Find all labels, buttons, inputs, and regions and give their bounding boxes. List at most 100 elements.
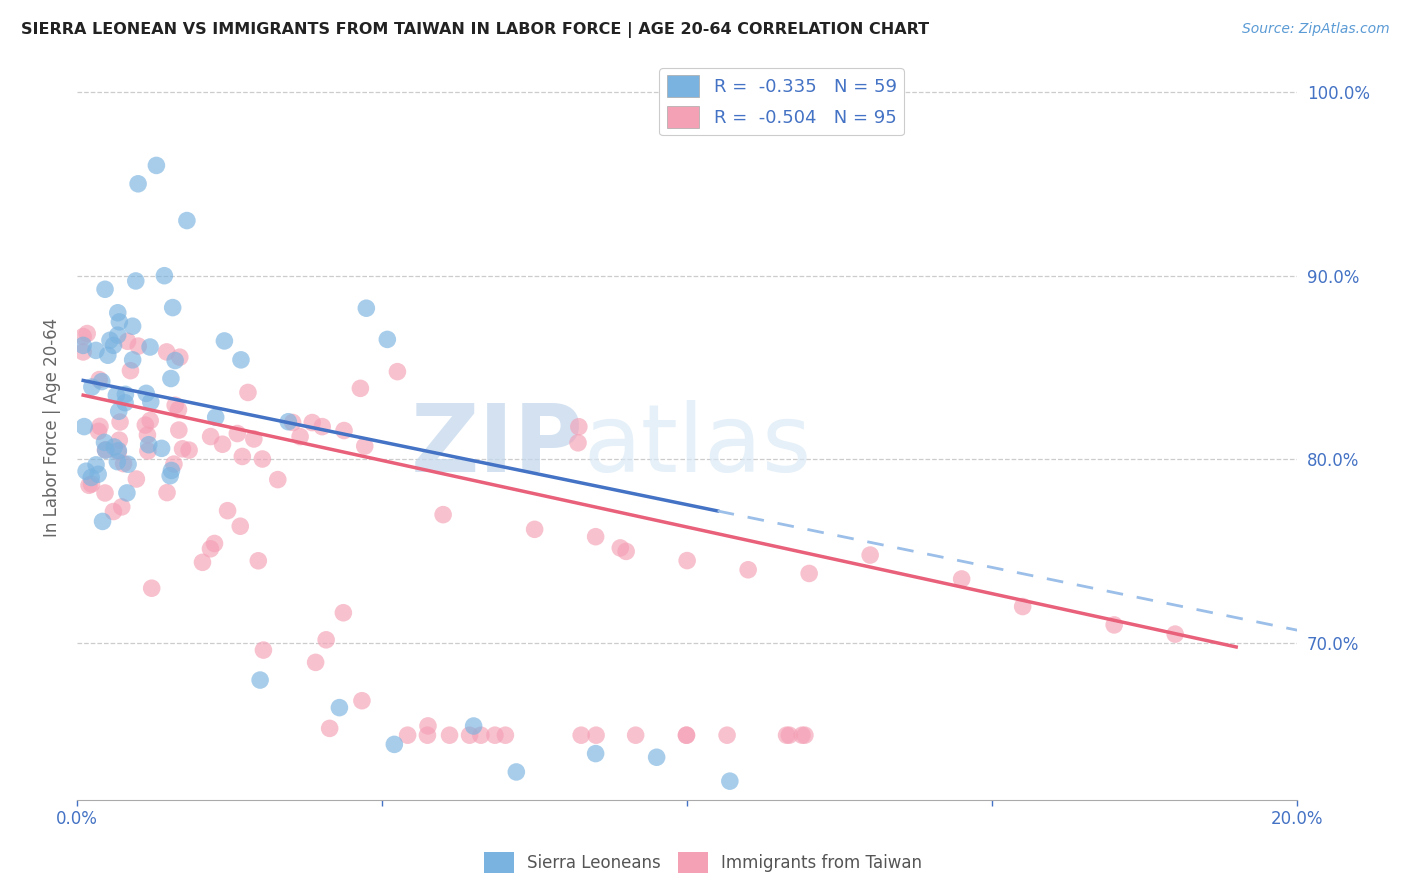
Point xyxy=(136,444,159,458)
Point xyxy=(494,728,516,742)
Point xyxy=(77,478,100,492)
Point xyxy=(163,457,186,471)
Point xyxy=(505,764,527,779)
Point xyxy=(162,301,184,315)
Point xyxy=(108,415,131,429)
Point xyxy=(160,371,183,385)
Point xyxy=(165,398,187,412)
Point xyxy=(1011,599,1033,614)
Point xyxy=(127,339,149,353)
Point xyxy=(567,435,589,450)
Point xyxy=(569,728,592,742)
Point xyxy=(114,387,136,401)
Point xyxy=(236,385,259,400)
Point xyxy=(716,728,738,742)
Point xyxy=(134,418,156,433)
Point xyxy=(75,464,97,478)
Point xyxy=(111,500,134,514)
Point xyxy=(624,728,647,742)
Point xyxy=(117,334,139,349)
Point xyxy=(243,432,266,446)
Point xyxy=(200,541,222,556)
Text: Source: ZipAtlas.com: Source: ZipAtlas.com xyxy=(1241,22,1389,37)
Point xyxy=(159,468,181,483)
Point xyxy=(328,700,350,714)
Point xyxy=(139,413,162,427)
Point xyxy=(318,722,340,736)
Point xyxy=(614,544,637,558)
Point xyxy=(229,519,252,533)
Point xyxy=(89,373,111,387)
Point xyxy=(138,438,160,452)
Point xyxy=(87,467,110,482)
Point xyxy=(176,213,198,227)
Point xyxy=(177,443,200,458)
Point xyxy=(108,315,131,329)
Point xyxy=(775,728,797,742)
Point xyxy=(356,301,378,316)
Point xyxy=(523,522,546,536)
Point xyxy=(458,728,481,742)
Point xyxy=(778,728,800,742)
Point xyxy=(585,747,607,761)
Point xyxy=(139,340,162,354)
Point xyxy=(103,338,125,352)
Point xyxy=(91,515,114,529)
Point xyxy=(277,415,299,429)
Point xyxy=(80,380,103,394)
Point xyxy=(145,158,167,172)
Point xyxy=(645,750,668,764)
Point xyxy=(89,419,111,434)
Point xyxy=(84,343,107,358)
Legend: R =  -0.335   N = 59, R =  -0.504   N = 95: R = -0.335 N = 59, R = -0.504 N = 95 xyxy=(659,68,904,136)
Point xyxy=(136,428,159,442)
Point xyxy=(416,719,439,733)
Point xyxy=(107,404,129,418)
Point xyxy=(247,554,270,568)
Point xyxy=(311,419,333,434)
Point xyxy=(609,541,631,555)
Point xyxy=(72,329,94,343)
Point xyxy=(103,440,125,454)
Point xyxy=(121,319,143,334)
Point xyxy=(231,450,253,464)
Point xyxy=(73,419,96,434)
Y-axis label: In Labor Force | Age 20-64: In Labor Force | Age 20-64 xyxy=(44,318,60,537)
Point xyxy=(94,486,117,500)
Point xyxy=(585,530,607,544)
Point xyxy=(165,353,187,368)
Point xyxy=(281,416,304,430)
Point xyxy=(416,728,439,742)
Point xyxy=(160,463,183,477)
Point xyxy=(76,326,98,341)
Point xyxy=(950,572,973,586)
Point xyxy=(304,656,326,670)
Point xyxy=(120,364,142,378)
Point xyxy=(103,504,125,518)
Point xyxy=(387,365,409,379)
Point xyxy=(288,429,311,443)
Point xyxy=(84,458,107,472)
Point xyxy=(107,306,129,320)
Point xyxy=(301,416,323,430)
Point xyxy=(115,486,138,500)
Point xyxy=(470,728,492,742)
Point xyxy=(94,442,117,457)
Point xyxy=(167,423,190,437)
Point xyxy=(315,632,337,647)
Point xyxy=(150,442,173,456)
Point xyxy=(80,470,103,484)
Point xyxy=(117,457,139,471)
Point xyxy=(108,433,131,447)
Point xyxy=(396,728,419,742)
Point xyxy=(191,555,214,569)
Point xyxy=(349,381,371,395)
Point xyxy=(97,348,120,362)
Point xyxy=(568,419,591,434)
Point xyxy=(72,345,94,359)
Text: atlas: atlas xyxy=(583,400,811,492)
Point xyxy=(105,388,128,402)
Point xyxy=(87,425,110,439)
Point xyxy=(267,473,290,487)
Point xyxy=(249,673,271,687)
